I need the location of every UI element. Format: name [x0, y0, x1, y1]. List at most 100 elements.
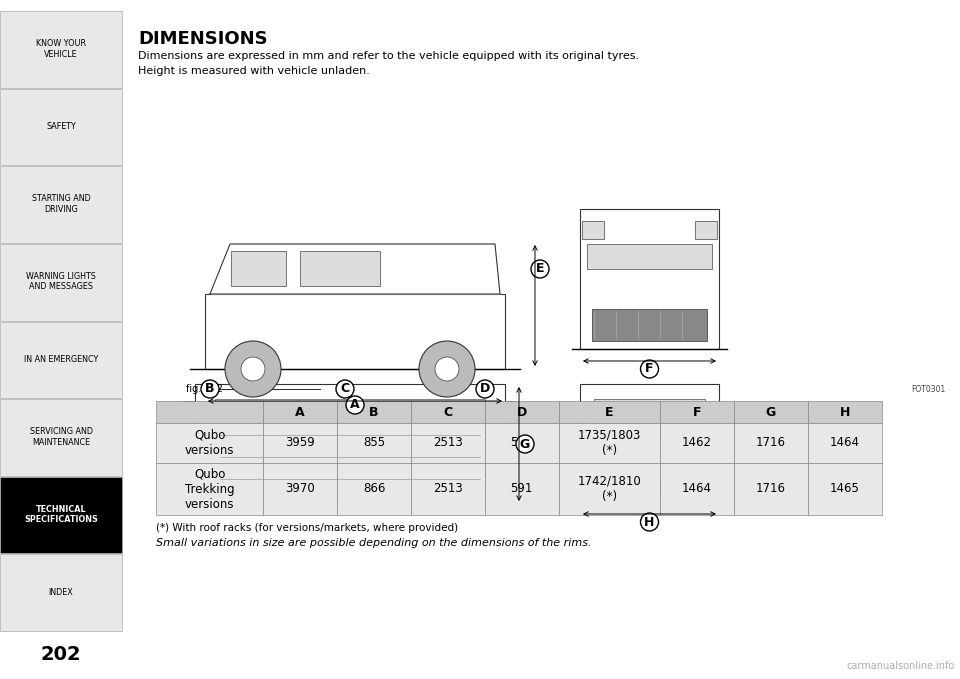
Text: 855: 855	[363, 437, 385, 449]
Text: Small variations in size are possible depending on the dimensions of the rims.: Small variations in size are possible de…	[156, 538, 591, 548]
Text: carmanualsonline.info: carmanualsonline.info	[847, 661, 955, 671]
Text: STARTING AND
DRIVING: STARTING AND DRIVING	[32, 194, 90, 214]
Bar	[0, 166, 122, 243]
Text: 591: 591	[511, 437, 533, 449]
Text: H: H	[644, 515, 655, 528]
Text: A: A	[350, 399, 360, 411]
Text: fig. 182: fig. 182	[186, 384, 223, 394]
Text: WARNING LIGHTS
AND MESSAGES: WARNING LIGHTS AND MESSAGES	[26, 272, 96, 291]
Text: F: F	[693, 405, 702, 418]
Text: F: F	[645, 363, 654, 375]
Text: Dimensions are expressed in mm and refer to the vehicle equipped with its origin: Dimensions are expressed in mm and refer…	[138, 51, 639, 61]
Bar	[0, 321, 122, 398]
Text: 2513: 2513	[433, 437, 463, 449]
Text: D: D	[516, 405, 527, 418]
Text: FOT0301: FOT0301	[911, 384, 945, 394]
Text: 3970: 3970	[285, 483, 315, 496]
Text: 1735/1803
(*): 1735/1803 (*)	[578, 429, 641, 457]
Text: 1742/1810
(*): 1742/1810 (*)	[578, 475, 641, 503]
Bar	[582, 221, 604, 239]
Bar	[695, 221, 717, 239]
Bar	[0, 89, 122, 165]
Text: B: B	[205, 382, 215, 395]
Text: 591: 591	[511, 483, 533, 496]
Text: B: B	[370, 405, 378, 418]
Bar	[594, 399, 705, 439]
Text: 1465: 1465	[829, 483, 860, 496]
Text: C: C	[444, 405, 452, 418]
Bar	[337, 463, 411, 515]
Text: E: E	[536, 263, 544, 276]
Bar	[0, 554, 122, 631]
Text: 1462: 1462	[683, 437, 712, 449]
Text: (*) With roof racks (for versions/markets, where provided): (*) With roof racks (for versions/market…	[156, 523, 458, 533]
Text: INDEX: INDEX	[49, 588, 73, 597]
Bar	[808, 463, 881, 515]
Text: 202: 202	[40, 644, 82, 663]
Bar	[0, 11, 122, 88]
Text: 1716: 1716	[756, 437, 786, 449]
Text: G: G	[520, 437, 530, 450]
Bar	[156, 423, 263, 463]
Text: SERVICING AND
MAINTENANCE: SERVICING AND MAINTENANCE	[30, 427, 92, 447]
Text: A: A	[296, 405, 305, 418]
Bar	[627, 481, 671, 499]
Bar	[156, 463, 263, 515]
Bar	[592, 309, 707, 341]
Text: DIMENSIONS: DIMENSIONS	[138, 30, 268, 48]
Bar	[734, 401, 808, 423]
Bar	[0, 399, 122, 476]
Text: H: H	[840, 405, 850, 418]
Text: Qubo
Trekking
versions: Qubo Trekking versions	[184, 468, 234, 511]
Bar	[0, 244, 122, 320]
Circle shape	[225, 341, 281, 397]
Bar	[485, 401, 559, 423]
Bar	[660, 401, 734, 423]
Bar	[300, 251, 380, 286]
Bar	[195, 384, 505, 504]
Text: E: E	[605, 405, 613, 418]
Bar	[411, 423, 485, 463]
Text: 1716: 1716	[756, 483, 786, 496]
Circle shape	[435, 357, 459, 381]
Bar	[263, 423, 337, 463]
Circle shape	[419, 341, 475, 397]
Text: G: G	[766, 405, 776, 418]
Text: Height is measured with vehicle unladen.: Height is measured with vehicle unladen.	[138, 66, 370, 76]
Bar	[205, 294, 505, 369]
Text: 1464: 1464	[829, 437, 860, 449]
Circle shape	[241, 357, 265, 381]
Polygon shape	[210, 244, 500, 294]
Bar	[582, 471, 600, 496]
Bar	[263, 401, 337, 423]
Bar	[337, 423, 411, 463]
Text: 3959: 3959	[285, 437, 315, 449]
Bar	[485, 463, 559, 515]
Bar	[183, 401, 195, 419]
Text: C: C	[341, 382, 349, 395]
Bar	[215, 399, 485, 489]
Bar	[156, 401, 263, 423]
Bar	[734, 463, 808, 515]
Text: 2513: 2513	[433, 483, 463, 496]
Bar	[411, 401, 485, 423]
Text: KNOW YOUR
VEHICLE: KNOW YOUR VEHICLE	[36, 39, 86, 58]
Bar	[580, 384, 719, 504]
Bar	[505, 401, 517, 419]
Bar	[660, 423, 734, 463]
Bar	[559, 401, 660, 423]
Text: TECHNICAL
SPECIFICATIONS: TECHNICAL SPECIFICATIONS	[24, 505, 98, 524]
Bar	[699, 471, 717, 496]
Bar	[485, 423, 559, 463]
Bar	[231, 251, 286, 286]
Bar	[734, 423, 808, 463]
Bar	[559, 463, 660, 515]
Text: IN AN EMERGENCY: IN AN EMERGENCY	[24, 355, 98, 364]
Bar	[587, 244, 712, 269]
Bar	[559, 423, 660, 463]
Bar	[263, 463, 337, 515]
Text: SAFETY: SAFETY	[46, 122, 76, 131]
Bar	[808, 401, 881, 423]
Bar	[0, 477, 122, 553]
Text: Qubo
versions: Qubo versions	[185, 429, 234, 457]
